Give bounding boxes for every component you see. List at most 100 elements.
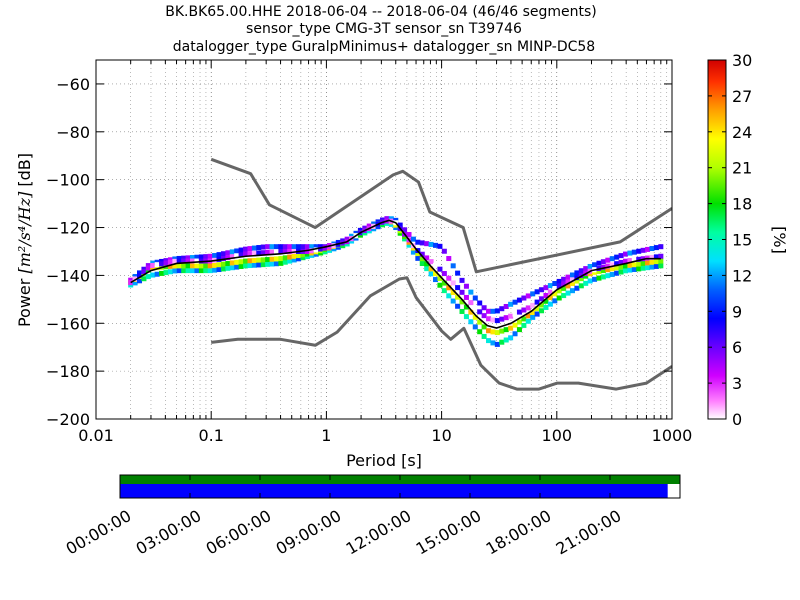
density-cell [592,276,598,282]
density-cell [649,254,655,260]
density-cell [455,294,461,300]
density-cell [150,265,156,271]
density-cell [463,283,469,289]
colorbar-tick-label: 12 [732,266,752,285]
y-tick-label: −140 [46,266,90,285]
density-cell [229,260,235,266]
density-cell [631,257,637,263]
density-cell [658,258,664,264]
density-cell [534,289,540,295]
density-cell [605,257,611,263]
x-tick-label: 100 [542,426,573,445]
x-axis: 0.01 0.1 1 10 100 1000 [78,60,692,445]
density-cell [282,255,288,261]
density-cell [636,256,642,262]
density-cell [463,314,469,320]
density-cell [490,340,496,346]
density-cell [569,280,575,286]
density-cell [419,240,425,246]
density-cell [561,285,567,291]
density-cell [649,259,655,265]
density-cell [220,251,226,257]
density-cell [190,263,196,269]
density-cell [326,244,332,250]
density-cell [587,278,593,284]
density-cell [525,305,531,311]
density-cell [640,265,646,271]
density-cell [238,263,244,269]
density-cell [265,261,271,267]
density-cell [419,256,425,262]
density-cell [459,277,465,283]
density-cell [132,276,138,282]
density-cell [216,267,222,273]
density-cell [167,263,173,269]
density-cell [552,286,558,292]
x-tick-label: 0.1 [198,426,223,445]
density-cell [631,266,637,272]
density-cell [313,247,319,253]
density-cell [618,259,624,265]
density-cell [645,260,651,266]
density-cell [269,261,275,267]
density-cell [534,306,540,312]
density-cell [653,245,659,251]
density-cell [472,305,478,311]
density-cell [587,263,593,269]
colorbar-tick-label: 15 [732,231,752,250]
density-cell [194,263,200,269]
density-cell [547,295,553,301]
density-cell [203,254,209,260]
colorbar-ticks: 0 3 6 9 12 15 18 21 24 27 30 [708,51,752,429]
density-cell [574,270,580,276]
density-cell [441,271,447,277]
density-cell [419,260,425,266]
density-cell [185,258,191,264]
density-cell [605,267,611,273]
density-cell [609,271,615,277]
density-cell [561,276,567,282]
density-cell [618,253,624,259]
density-cell [441,248,447,254]
density-cell [539,302,545,308]
x-tick-label: 1000 [652,426,693,445]
density-cell [159,261,165,267]
density-cell [600,264,606,270]
density-cell [304,251,310,257]
density-cell [176,255,182,261]
density-cell [415,255,421,261]
density-cell [243,246,249,252]
density-cell [256,257,262,263]
density-cell [247,258,253,264]
density-cell [543,304,549,310]
density-cell [176,258,182,264]
density-cell [194,254,200,260]
plot-frame [95,59,673,420]
density-cell [437,243,443,249]
density-cell [569,277,575,283]
density-cell [499,316,505,322]
density-cell [530,309,536,315]
density-cell [516,309,522,315]
mode-curve [130,219,661,329]
x-tick-label: 10 [431,426,451,445]
y-axis: −200 −180 −160 −140 −120 −100 −80 −60 [46,75,672,429]
density-cell [547,289,553,295]
density-cell [640,260,646,266]
density-cell [424,241,430,247]
density-cell [543,292,549,298]
density-cell [300,244,306,250]
density-cell [433,277,439,283]
density-cell [428,259,434,265]
colorbar-label: [%] [770,226,789,254]
density-cell [618,269,624,275]
density-cell [574,275,580,281]
density-cell [583,273,589,279]
density-cell [525,318,531,324]
coverage-track-psd [120,484,668,498]
density-cell [287,258,293,264]
density-cell [216,262,222,268]
density-cell [596,275,602,281]
density-cell [137,272,143,278]
density-cell [296,244,302,250]
